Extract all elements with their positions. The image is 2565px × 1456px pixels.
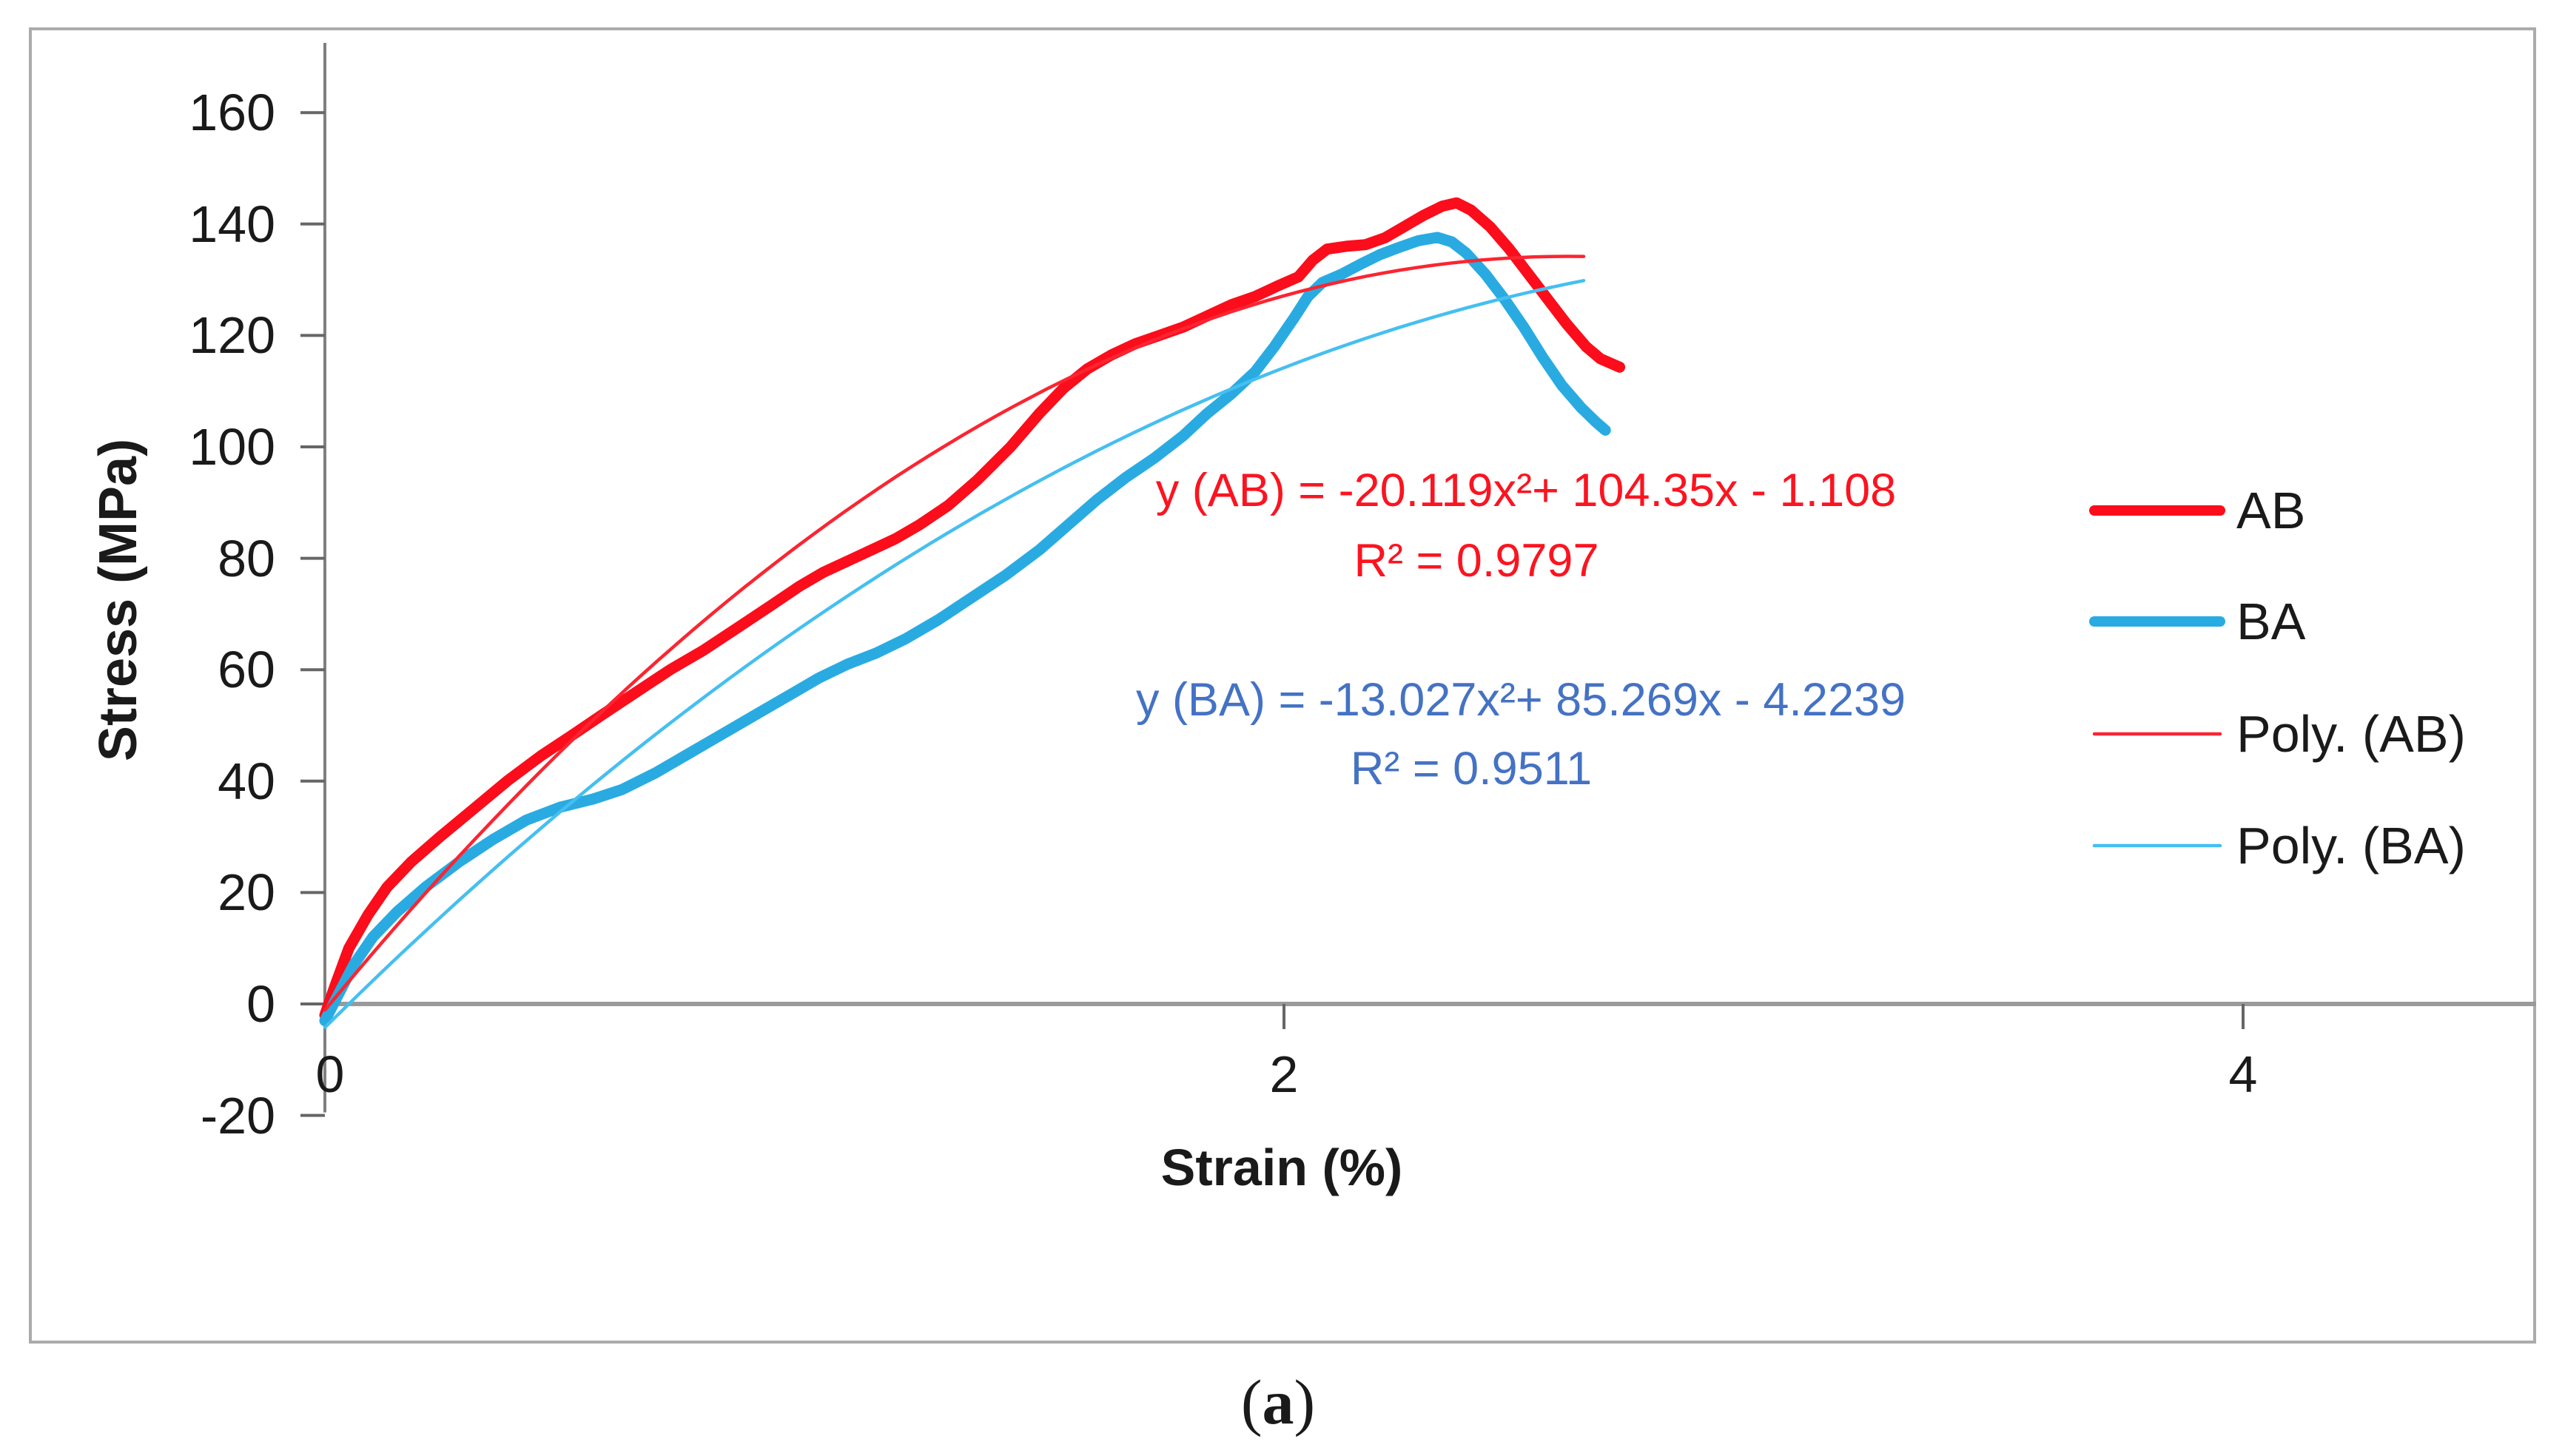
- ba-r2-label: R² = 0.9511: [1350, 743, 1593, 795]
- y-tick-label: 60: [218, 641, 275, 699]
- y-tick-label: 140: [189, 195, 275, 253]
- legend-label-ba: BA: [2236, 593, 2306, 650]
- y-tick-label: 80: [218, 529, 275, 587]
- caption-letter: a: [1262, 1366, 1294, 1438]
- x-tick-label: 2: [1269, 1045, 1299, 1103]
- y-tick-label: 100: [189, 418, 275, 476]
- ab-r2-label: R² = 0.9797: [1354, 535, 1599, 587]
- ab-equation-label: y (AB) = -20.119x²+ 104.35x - 1.108: [1155, 465, 1897, 516]
- x-tick-label: 0: [315, 1045, 345, 1103]
- y-tick-label: 40: [218, 752, 275, 810]
- figure-frame: [29, 27, 2536, 1344]
- series-line-poly-ab: [323, 255, 1586, 1012]
- x-axis-title: Strain (%): [1160, 1139, 1403, 1196]
- legend-label-poly-ba: Poly. (BA): [2236, 817, 2466, 874]
- y-tick-label: -20: [200, 1086, 275, 1145]
- caption-paren-open: (: [1240, 1366, 1263, 1438]
- series-line-ab: [319, 197, 1626, 1021]
- legend-label-ab: AB: [2236, 482, 2306, 539]
- figure-caption: (a): [1130, 1361, 1426, 1443]
- y-tick-label: 0: [246, 975, 275, 1033]
- series-line-ba: [319, 232, 1611, 1027]
- ba-equation-label: y (BA) = -13.027x²+ 85.269x - 4.2239: [1135, 674, 1906, 726]
- legend-label-poly-ab: Poly. (AB): [2236, 705, 2466, 763]
- caption-paren-close: ): [1294, 1366, 1316, 1438]
- series-line-poly-ba: [323, 279, 1586, 1030]
- x-tick-label: 4: [2228, 1045, 2258, 1103]
- y-tick-label: 160: [189, 84, 275, 142]
- y-tick-label: 20: [218, 863, 275, 922]
- y-tick-label: 120: [189, 306, 275, 365]
